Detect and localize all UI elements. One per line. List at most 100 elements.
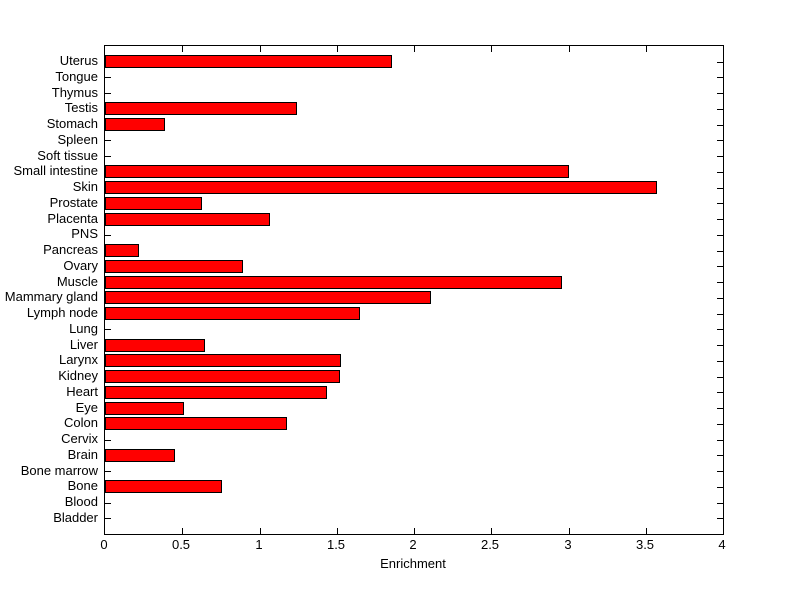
y-axis-tick xyxy=(105,503,111,504)
y-tick-label: Tongue xyxy=(55,69,98,84)
y-tick-label: Ovary xyxy=(63,258,98,273)
y-axis-tick xyxy=(717,455,723,456)
bar-stomach xyxy=(105,118,165,131)
y-axis-tick xyxy=(717,487,723,488)
y-axis-tick xyxy=(717,125,723,126)
y-axis-tick xyxy=(717,377,723,378)
y-axis-tick xyxy=(717,361,723,362)
y-axis-tick xyxy=(717,518,723,519)
y-tick-label: Bladder xyxy=(53,510,98,525)
x-axis-tick xyxy=(182,46,183,52)
y-tick-label: Blood xyxy=(64,494,98,509)
y-axis-tick xyxy=(105,518,111,519)
bar-ovary xyxy=(105,260,243,273)
x-tick-label: 4 xyxy=(718,537,726,552)
y-axis-tick xyxy=(717,282,723,283)
y-axis-tick xyxy=(717,471,723,472)
y-axis-tick xyxy=(105,156,111,157)
bar-testis xyxy=(105,102,297,115)
bar-muscle xyxy=(105,276,562,289)
bar-lymph-node xyxy=(105,307,360,320)
y-tick-label: Larynx xyxy=(58,352,98,367)
y-tick-label: Uterus xyxy=(59,53,98,68)
y-tick-label: Cervix xyxy=(61,431,98,446)
y-axis-tick xyxy=(717,266,723,267)
x-axis-tick xyxy=(260,528,261,534)
y-tick-label: Bone xyxy=(67,478,98,493)
x-tick-label: 3.5 xyxy=(635,537,655,552)
y-tick-label: Lung xyxy=(69,321,98,336)
x-tick-label: 0.5 xyxy=(171,537,191,552)
y-tick-label: Brain xyxy=(67,447,98,462)
bar-heart xyxy=(105,386,327,399)
y-axis-tick xyxy=(717,172,723,173)
x-tick-label: 3 xyxy=(564,537,572,552)
y-tick-label: Prostate xyxy=(49,195,98,210)
y-axis-tick xyxy=(717,109,723,110)
y-axis-tick xyxy=(717,188,723,189)
y-axis-tick xyxy=(105,93,111,94)
y-tick-label: PNS xyxy=(71,226,98,241)
y-axis-tick xyxy=(717,424,723,425)
y-axis-tick xyxy=(717,314,723,315)
y-axis-tick xyxy=(717,77,723,78)
y-tick-label: Liver xyxy=(69,337,98,352)
bar-eye xyxy=(105,402,184,415)
bar-kidney xyxy=(105,370,340,383)
x-tick-label: 0 xyxy=(100,537,108,552)
y-axis-tick xyxy=(717,140,723,141)
plot-area xyxy=(104,45,724,535)
y-axis-tick xyxy=(717,408,723,409)
y-tick-label: Pancreas xyxy=(43,242,98,257)
x-tick-label: 2.5 xyxy=(480,537,500,552)
y-axis-tick xyxy=(105,77,111,78)
bar-placenta xyxy=(105,213,270,226)
y-tick-label: Kidney xyxy=(58,368,98,383)
y-axis-tick xyxy=(717,345,723,346)
x-tick-label: 1.5 xyxy=(326,537,346,552)
y-axis-tick xyxy=(717,251,723,252)
y-axis-tick xyxy=(105,329,111,330)
y-tick-label: Muscle xyxy=(56,274,98,289)
y-tick-label: Skin xyxy=(72,179,98,194)
y-tick-label: Mammary gland xyxy=(4,289,98,304)
y-tick-label: Soft tissue xyxy=(37,148,98,163)
x-axis-tick xyxy=(337,528,338,534)
y-axis-tick xyxy=(717,392,723,393)
x-axis-tick xyxy=(260,46,261,52)
x-axis-tick xyxy=(646,528,647,534)
y-tick-label: Eye xyxy=(75,400,98,415)
y-axis-tick xyxy=(105,140,111,141)
bar-larynx xyxy=(105,354,341,367)
bar-colon xyxy=(105,417,287,430)
y-tick-label: Placenta xyxy=(47,211,98,226)
y-axis-tick xyxy=(717,62,723,63)
y-tick-label: Thymus xyxy=(51,85,98,100)
bar-skin xyxy=(105,181,657,194)
y-axis-tick xyxy=(717,329,723,330)
x-axis-tick xyxy=(182,528,183,534)
x-axis-tick xyxy=(569,528,570,534)
y-tick-label: Lymph node xyxy=(26,305,98,320)
x-axis-tick xyxy=(414,528,415,534)
bar-liver xyxy=(105,339,205,352)
y-axis-tick xyxy=(717,503,723,504)
y-axis-tick xyxy=(717,440,723,441)
y-axis-tick xyxy=(105,235,111,236)
bar-prostate xyxy=(105,197,202,210)
bar-pancreas xyxy=(105,244,139,257)
y-axis-tick xyxy=(105,471,111,472)
bar-uterus xyxy=(105,55,392,68)
y-axis-tick xyxy=(717,156,723,157)
y-axis-tick xyxy=(717,298,723,299)
x-tick-label: 1 xyxy=(255,537,263,552)
bar-small-intestine xyxy=(105,165,569,178)
x-tick-label: 2 xyxy=(409,537,417,552)
y-axis-tick xyxy=(717,235,723,236)
bar-bone xyxy=(105,480,222,493)
x-axis-tick xyxy=(646,46,647,52)
x-axis-tick xyxy=(491,46,492,52)
y-tick-label: Heart xyxy=(66,384,98,399)
y-tick-label: Testis xyxy=(64,100,98,115)
